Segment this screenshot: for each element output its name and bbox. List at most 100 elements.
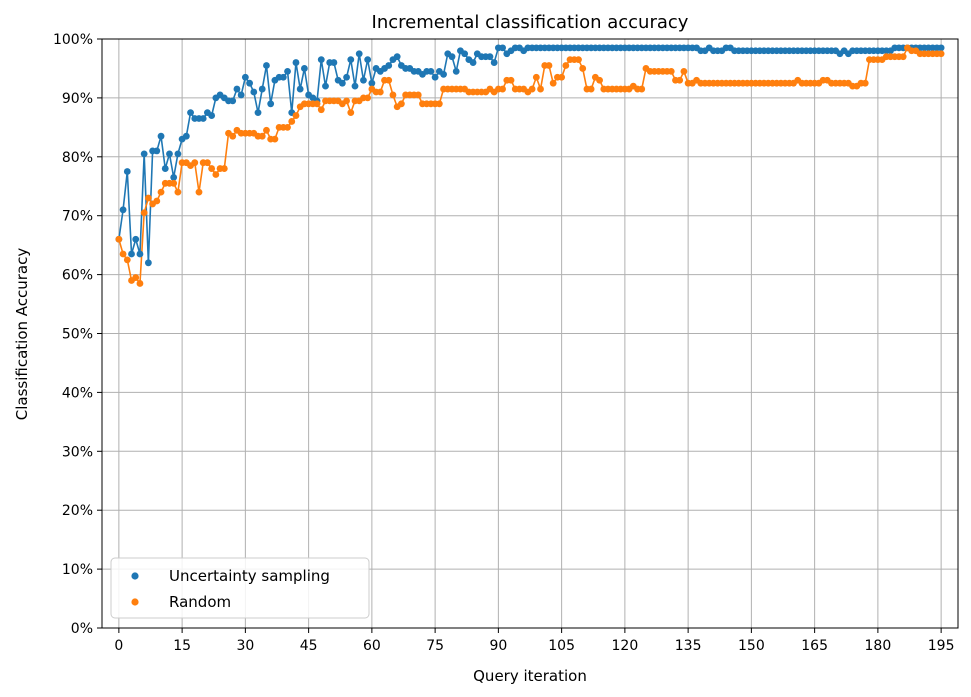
- y-tick-label: 10%: [62, 562, 93, 578]
- y-tick-label: 50%: [62, 327, 93, 343]
- legend-marker-uncertainty: [131, 572, 139, 580]
- y-tick-label: 70%: [62, 209, 93, 225]
- x-tick-label: 195: [928, 638, 955, 654]
- x-tick-label: 30: [236, 638, 254, 654]
- data-point: [343, 73, 350, 81]
- data-point: [431, 73, 439, 81]
- data-point: [195, 188, 203, 196]
- x-tick-label: 45: [300, 638, 318, 654]
- data-point: [461, 50, 469, 58]
- data-point: [301, 65, 308, 72]
- x-axis-label: Query iteration: [473, 667, 587, 685]
- data-point: [153, 197, 161, 205]
- y-tick-label: 20%: [62, 503, 93, 519]
- x-tick-label: 150: [738, 638, 765, 654]
- data-point: [254, 109, 262, 117]
- data-point: [680, 67, 688, 75]
- data-point: [157, 188, 165, 196]
- data-point: [191, 159, 199, 167]
- data-point: [579, 65, 587, 72]
- data-point: [123, 168, 131, 175]
- data-point: [136, 280, 144, 287]
- data-point: [448, 53, 456, 61]
- data-point: [182, 132, 190, 140]
- legend-marker-random: [131, 598, 139, 606]
- data-point: [144, 259, 152, 267]
- data-point: [140, 150, 148, 158]
- data-point: [427, 67, 435, 75]
- x-axis-ticks: 0 15 30 45 60 75 90 105 120 135 150 165 180 195: [114, 628, 955, 654]
- data-point: [166, 150, 173, 158]
- data-point: [507, 76, 515, 84]
- data-point: [313, 100, 321, 108]
- data-point: [385, 76, 393, 84]
- data-point: [170, 174, 178, 181]
- data-point: [250, 88, 258, 96]
- data-point: [284, 123, 291, 131]
- series-points-uncertainty-sampling: [115, 44, 945, 267]
- data-point: [288, 118, 296, 125]
- legend-label-random: Random: [169, 593, 231, 611]
- x-tick-label: 120: [612, 638, 639, 654]
- data-point: [115, 235, 123, 243]
- data-point: [153, 147, 161, 155]
- data-point: [317, 56, 325, 64]
- y-axis-label: Classification Accuracy: [13, 248, 31, 421]
- x-tick-label: 0: [114, 638, 123, 654]
- data-point: [296, 85, 304, 93]
- data-point: [144, 194, 152, 202]
- data-point: [338, 79, 346, 87]
- data-point: [132, 274, 140, 281]
- data-point: [499, 85, 506, 93]
- data-point: [343, 97, 350, 105]
- series-points: [115, 44, 945, 287]
- y-tick-label: 40%: [62, 385, 93, 401]
- data-point: [317, 106, 325, 114]
- data-point: [360, 76, 367, 84]
- data-point: [267, 100, 275, 108]
- data-point: [861, 79, 869, 87]
- data-point: [532, 73, 540, 81]
- data-point: [258, 132, 266, 140]
- data-point: [667, 67, 675, 75]
- data-point: [140, 209, 148, 217]
- y-tick-label: 80%: [62, 150, 93, 166]
- data-point: [241, 73, 249, 81]
- data-point: [292, 112, 300, 119]
- x-tick-label: 135: [675, 638, 702, 654]
- y-tick-label: 100%: [53, 32, 93, 48]
- data-point: [229, 97, 237, 105]
- data-point: [347, 109, 355, 117]
- x-tick-label: 75: [426, 638, 444, 654]
- y-tick-label: 30%: [62, 444, 93, 460]
- data-point: [528, 85, 536, 93]
- data-point: [258, 85, 266, 93]
- x-tick-label: 165: [801, 638, 828, 654]
- data-point: [435, 100, 443, 108]
- data-point: [263, 62, 270, 69]
- data-point: [558, 73, 566, 81]
- data-point: [204, 159, 211, 167]
- data-point: [389, 91, 397, 99]
- y-tick-label: 0%: [71, 621, 93, 637]
- data-point: [452, 67, 460, 75]
- data-point: [596, 76, 603, 84]
- data-point: [187, 109, 194, 117]
- data-point: [174, 188, 182, 196]
- x-tick-label: 180: [865, 638, 892, 654]
- chart-title: Incremental classification accuracy: [372, 12, 689, 33]
- data-point: [364, 94, 372, 102]
- data-point: [263, 126, 270, 134]
- data-point: [393, 53, 401, 61]
- x-tick-label: 90: [489, 638, 507, 654]
- data-point: [376, 88, 384, 96]
- data-point: [364, 56, 372, 64]
- data-point: [490, 59, 498, 66]
- data-point: [292, 59, 300, 66]
- data-point: [237, 91, 245, 99]
- data-point: [271, 135, 279, 143]
- data-point: [229, 132, 237, 140]
- y-tick-label: 60%: [62, 268, 93, 284]
- data-point: [469, 59, 477, 66]
